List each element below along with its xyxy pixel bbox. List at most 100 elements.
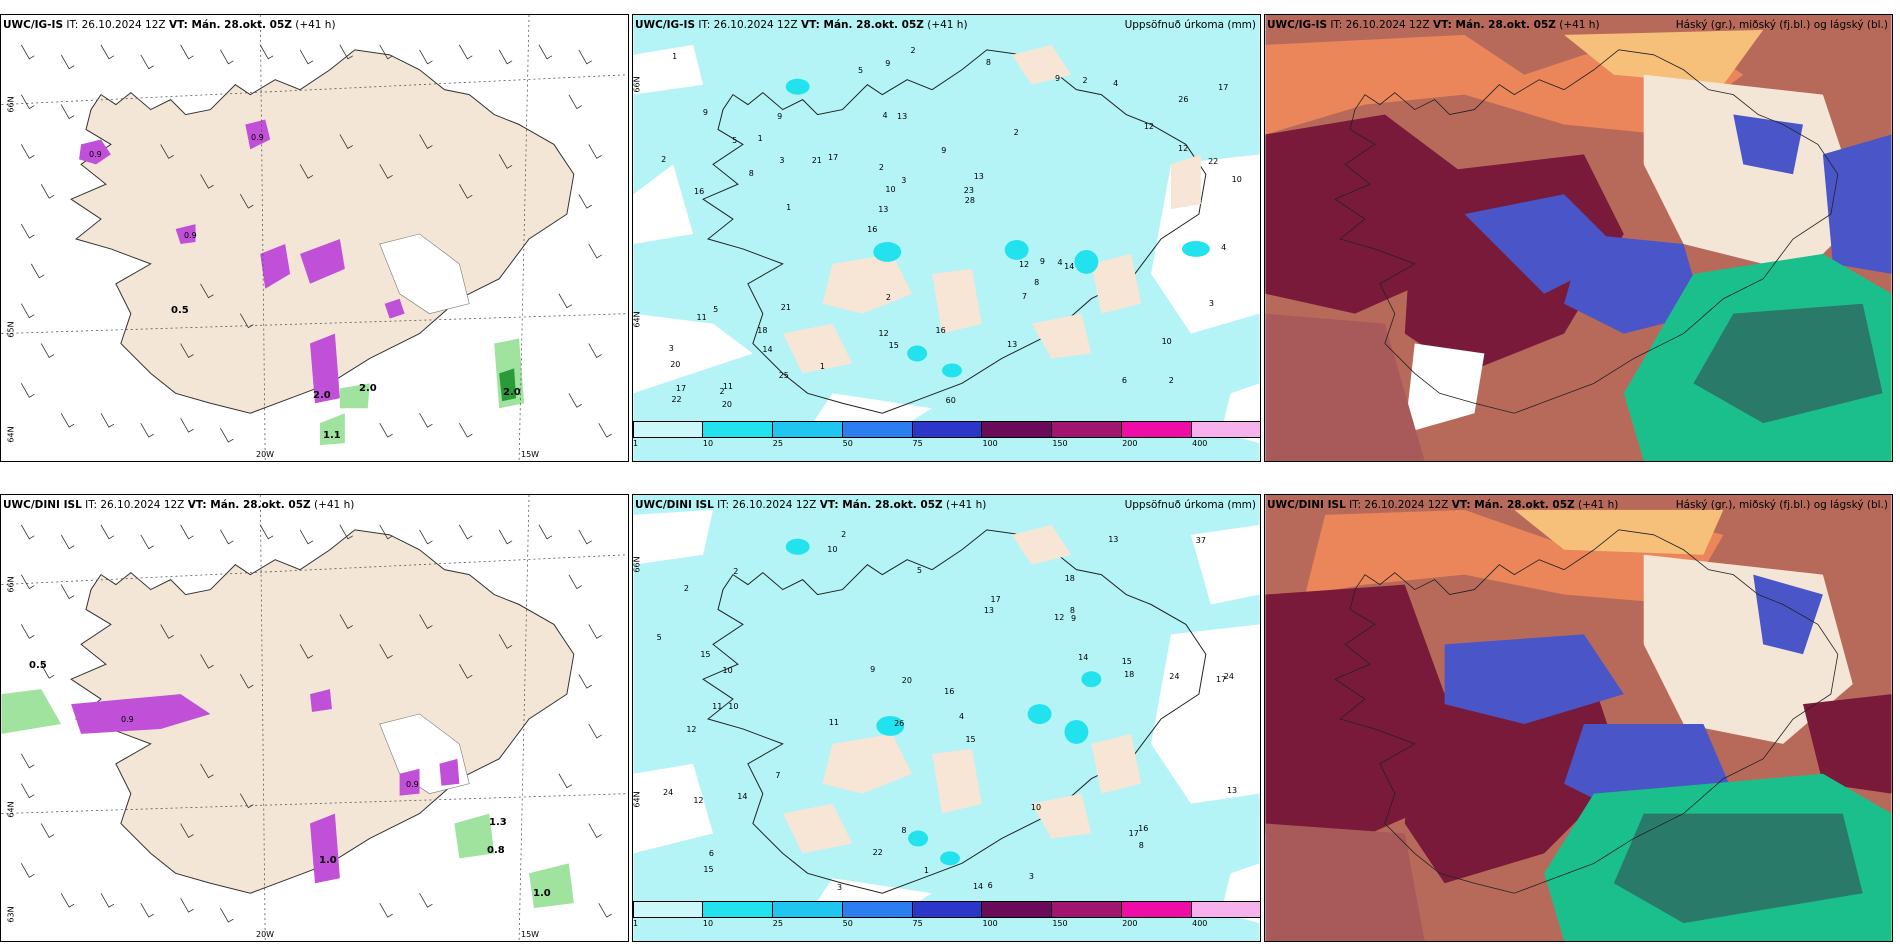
precip-value: 23	[963, 185, 974, 195]
precip-value: 17	[1128, 829, 1139, 839]
precip-value: 12	[686, 725, 697, 735]
precip-blob	[310, 689, 332, 713]
precip-value: 16	[944, 687, 955, 697]
lead-time: (+41 h)	[313, 499, 355, 511]
panel-clouds-top: UWC/IG-IS IT: 26.10.2024 12Z VT: Mán. 28…	[1264, 14, 1893, 462]
precip-value: 10	[827, 545, 838, 555]
precip-value: 2	[1168, 376, 1174, 386]
precip-value: 2	[1082, 76, 1088, 86]
colorbar-segment	[1122, 421, 1193, 438]
precip-value: 12	[1018, 259, 1030, 269]
precip-value: 1	[923, 866, 929, 876]
colorbar-segment	[842, 901, 913, 918]
colorbar-segment	[1192, 421, 1260, 438]
cloud-map-top	[1265, 15, 1892, 461]
colorbar-tick-label: 400	[1192, 439, 1208, 448]
precip-value: 4	[1113, 79, 1119, 89]
valid-time: VT: Mán. 28.okt. 05Z	[168, 19, 292, 31]
precip-blob	[300, 238, 345, 284]
colorbar-tick-label: 25	[772, 919, 783, 928]
precip-value: 12	[1178, 143, 1189, 153]
precip-value: 26	[894, 718, 905, 728]
precip-value: 22	[872, 847, 883, 857]
precip-annotation: 1.3	[489, 817, 507, 828]
precip-value: 21	[811, 155, 822, 165]
rain-blob	[1, 689, 62, 734]
precip-value: 60	[945, 395, 956, 405]
lead-time: (+41 h)	[295, 19, 336, 31]
wind-map-top	[1, 15, 628, 461]
lat-label: 66N	[6, 96, 16, 113]
precip-value: 3	[901, 176, 907, 186]
precip-value: 3	[779, 156, 785, 166]
lat-label: 66N	[632, 76, 642, 93]
precip-value: 13	[1226, 785, 1238, 795]
valid-time: VT: Mán. 28.okt. 05Z	[1451, 499, 1575, 511]
panel-title: Háský (gr.), miðský (fj.bl.) og lágský (…	[1675, 19, 1888, 31]
lead-time: (+41 h)	[1577, 499, 1619, 511]
cloud-map-bottom	[1265, 495, 1892, 941]
precip-annotation: 0.5	[29, 660, 47, 671]
precip-value: 18	[1124, 670, 1135, 680]
rain-blob	[339, 383, 370, 409]
precip-value: 9	[885, 59, 891, 69]
precip-value: 11	[696, 312, 707, 322]
wind-map-bottom	[1, 495, 628, 941]
precip-map-bottom	[633, 495, 1260, 941]
precip-value: 2	[885, 292, 891, 302]
colorbar-tick-label: 25	[772, 439, 783, 448]
panel-title: Uppsöfnuð úrkoma (mm)	[1124, 499, 1256, 511]
colorbar-segment	[1192, 901, 1260, 918]
model-name: UWC/DINI ISL	[3, 499, 82, 511]
colorbar-segment	[633, 421, 703, 438]
init-time: IT: 26.10.2024 12Z	[698, 19, 798, 31]
panel-precip-top: UWC/IG-IS IT: 26.10.2024 12Z VT: Mán. 28…	[632, 14, 1261, 462]
precip-value: 14	[972, 882, 984, 892]
precip-value: 9	[1039, 257, 1045, 267]
precip-value: 5	[732, 136, 738, 146]
precip-value: 12	[1054, 612, 1065, 622]
init-time: IT: 26.10.2024 12Z	[1330, 19, 1430, 31]
precip-annotation: 1.0	[533, 888, 551, 899]
precip-value: 3	[668, 344, 674, 354]
colorbar-segment	[702, 901, 773, 918]
panel-precip-bottom: UWC/DINI ISL IT: 26.10.2024 12Z VT: Mán.…	[632, 494, 1261, 942]
precip-value: 22	[1208, 156, 1219, 166]
panel-header: UWC/DINI ISL IT: 26.10.2024 12Z VT: Mán.…	[3, 499, 624, 511]
snow-area	[379, 233, 470, 314]
precip-value: 37	[1195, 535, 1206, 545]
precip-value: 11	[722, 381, 733, 391]
precip-value: 28	[964, 195, 975, 205]
precip-blob	[260, 243, 291, 289]
precip-value: 17	[1218, 82, 1229, 92]
panel-header: UWC/DINI ISL IT: 26.10.2024 12Z VT: Mán.…	[1267, 499, 1888, 511]
colorbar-tick-label: 150	[1052, 439, 1068, 448]
precip-annotation: 0.9	[251, 133, 264, 142]
panel-header: UWC/DINI ISL IT: 26.10.2024 12Z VT: Mán.…	[635, 499, 1256, 511]
precip-value: 11	[828, 718, 839, 728]
lead-time: (+41 h)	[945, 499, 987, 511]
precip-blob	[310, 813, 340, 884]
precip-value: 8	[748, 168, 754, 178]
precip-value: 16	[1138, 824, 1149, 834]
precip-value: 12	[693, 795, 704, 805]
precip-value: 18	[757, 325, 768, 335]
colorbar-segment	[842, 421, 913, 438]
precip-value: 2	[683, 584, 689, 594]
precip-annotation: 1.0	[319, 855, 337, 866]
lon-label: 15W	[521, 450, 540, 459]
panel-clouds-bottom: UWC/DINI ISL IT: 26.10.2024 12Z VT: Mán.…	[1264, 494, 1893, 942]
colorbar-tick-label: 10	[702, 439, 714, 448]
colorbar-tick-label: 100	[982, 439, 998, 448]
precip-value: 11	[712, 702, 723, 712]
precip-annotation: 0.9	[89, 150, 102, 159]
precip-value: 14	[762, 345, 773, 355]
precip-value: 4	[1057, 257, 1063, 267]
precip-value: 13	[878, 205, 889, 215]
precip-value: 1	[819, 361, 825, 371]
precip-map-top	[633, 15, 1260, 461]
colorbar-segment	[772, 901, 843, 918]
panel-wind-precip-bottom: UWC/DINI ISL IT: 26.10.2024 12Z VT: Mán.…	[0, 494, 629, 942]
colorbar-tick-label: 200	[1122, 439, 1138, 448]
model-name: UWC/IG-IS	[1267, 19, 1328, 31]
